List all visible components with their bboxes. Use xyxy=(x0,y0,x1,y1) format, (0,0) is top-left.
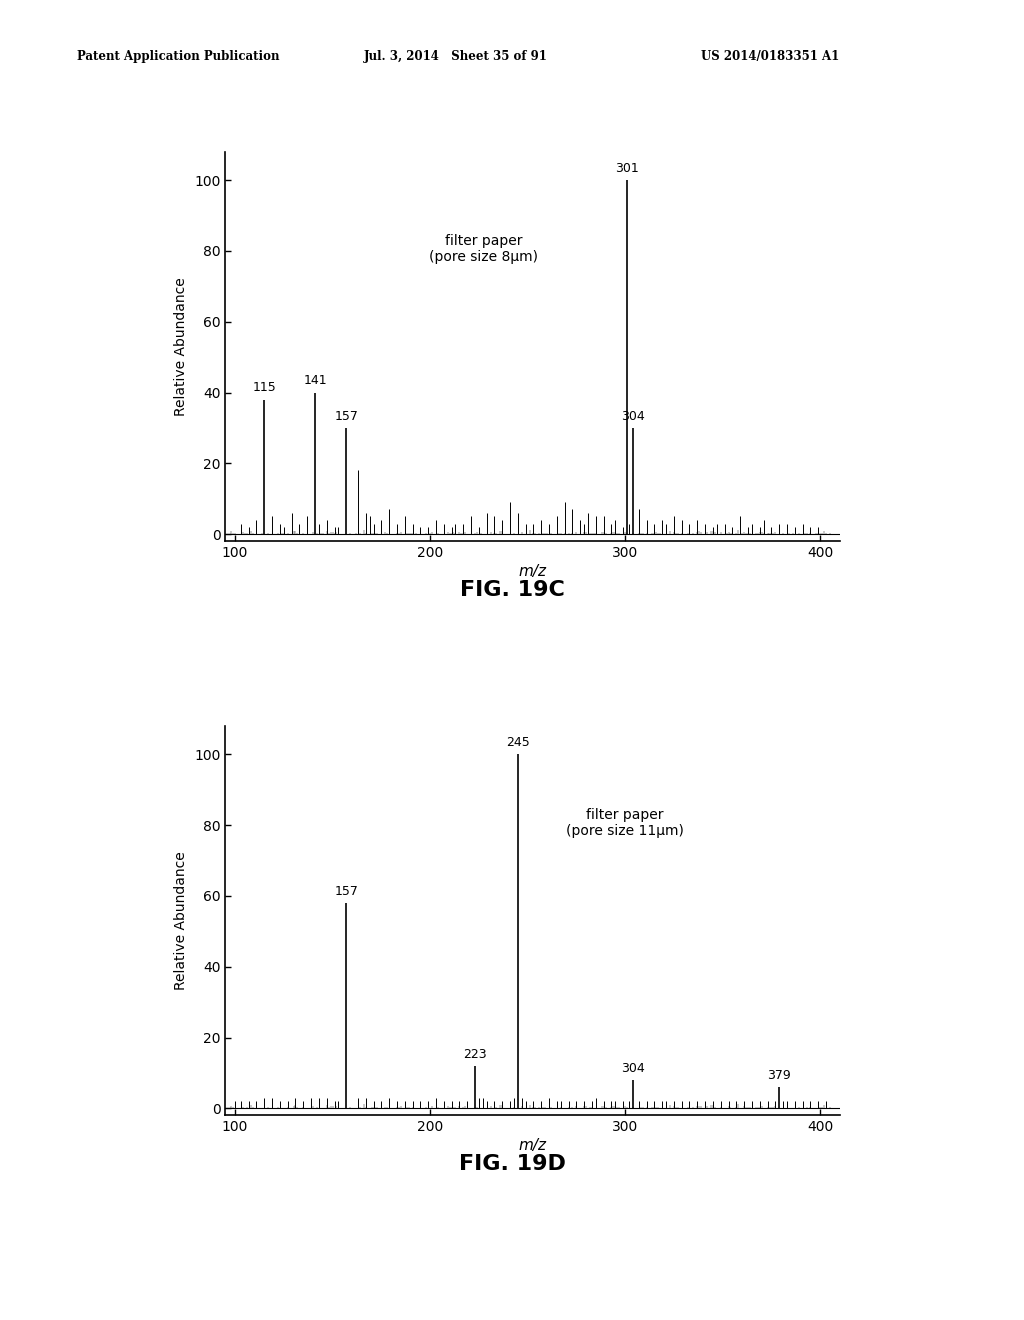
Text: 115: 115 xyxy=(252,381,276,395)
X-axis label: m/z: m/z xyxy=(518,1138,547,1154)
Y-axis label: Relative Abundance: Relative Abundance xyxy=(174,851,188,990)
Text: 223: 223 xyxy=(463,1048,486,1060)
Text: 304: 304 xyxy=(621,1061,645,1074)
Text: 304: 304 xyxy=(621,409,645,422)
Text: filter paper
(pore size 8μm): filter paper (pore size 8μm) xyxy=(429,234,538,264)
Text: 245: 245 xyxy=(506,737,529,748)
Y-axis label: Relative Abundance: Relative Abundance xyxy=(174,277,188,416)
Text: 141: 141 xyxy=(303,374,327,387)
Text: US 2014/0183351 A1: US 2014/0183351 A1 xyxy=(701,50,840,63)
Text: 301: 301 xyxy=(615,162,639,174)
X-axis label: m/z: m/z xyxy=(518,564,547,579)
Text: Patent Application Publication: Patent Application Publication xyxy=(77,50,280,63)
Text: FIG. 19C: FIG. 19C xyxy=(460,579,564,601)
Text: 157: 157 xyxy=(334,409,358,422)
Text: filter paper
(pore size 11μm): filter paper (pore size 11μm) xyxy=(565,808,684,838)
Text: 379: 379 xyxy=(767,1069,792,1082)
Text: 157: 157 xyxy=(334,884,358,898)
Text: Jul. 3, 2014   Sheet 35 of 91: Jul. 3, 2014 Sheet 35 of 91 xyxy=(364,50,548,63)
Text: FIG. 19D: FIG. 19D xyxy=(459,1154,565,1175)
